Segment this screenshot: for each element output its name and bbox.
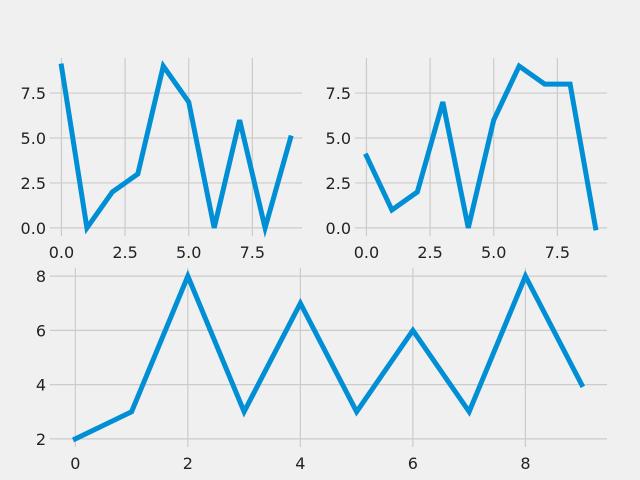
x-tick-label: 0.0	[354, 243, 379, 262]
subplot-top-left: 0.0 2.5 5.0 7.5 0.0 2.5 5.0 7.5	[21, 58, 302, 262]
x-tick-label: 6	[408, 454, 418, 473]
y-tick-label: 7.5	[21, 84, 46, 103]
y-tick-label: 2	[36, 430, 46, 449]
y-tick-label: 7.5	[326, 84, 351, 103]
series-line	[58, 60, 294, 238]
y-tick-label: 2.5	[326, 174, 351, 193]
x-tick-label: 8	[520, 454, 530, 473]
y-tick-label: 5.0	[21, 129, 46, 148]
x-tick-label: 0.0	[49, 243, 74, 262]
x-tick-label: 5.0	[481, 243, 506, 262]
series-line	[71, 269, 586, 443]
x-tick-label: 2.5	[112, 243, 137, 262]
y-tick-label: 4	[36, 376, 46, 395]
x-tick-label: 7.5	[240, 243, 265, 262]
y-tick-label: 0.0	[326, 219, 351, 238]
y-tick-label: 2.5	[21, 174, 46, 193]
x-tick-label: 0	[70, 454, 80, 473]
y-tick-label: 8	[36, 267, 46, 286]
x-tick-label: 5.0	[176, 243, 201, 262]
x-tick-label: 4	[295, 454, 305, 473]
y-tick-label: 5.0	[326, 129, 351, 148]
subplot-bottom: 0 2 4 6 8 2 4 6 8	[36, 267, 607, 473]
y-tick-label: 0.0	[21, 219, 46, 238]
series-line	[363, 62, 599, 231]
x-tick-label: 2.5	[417, 243, 442, 262]
x-tick-label: 7.5	[545, 243, 570, 262]
x-tick-label: 2	[183, 454, 193, 473]
y-tick-label: 6	[36, 321, 46, 340]
subplot-top-right: 0.0 2.5 5.0 7.5 0.0 2.5 5.0 7.5	[326, 58, 607, 262]
